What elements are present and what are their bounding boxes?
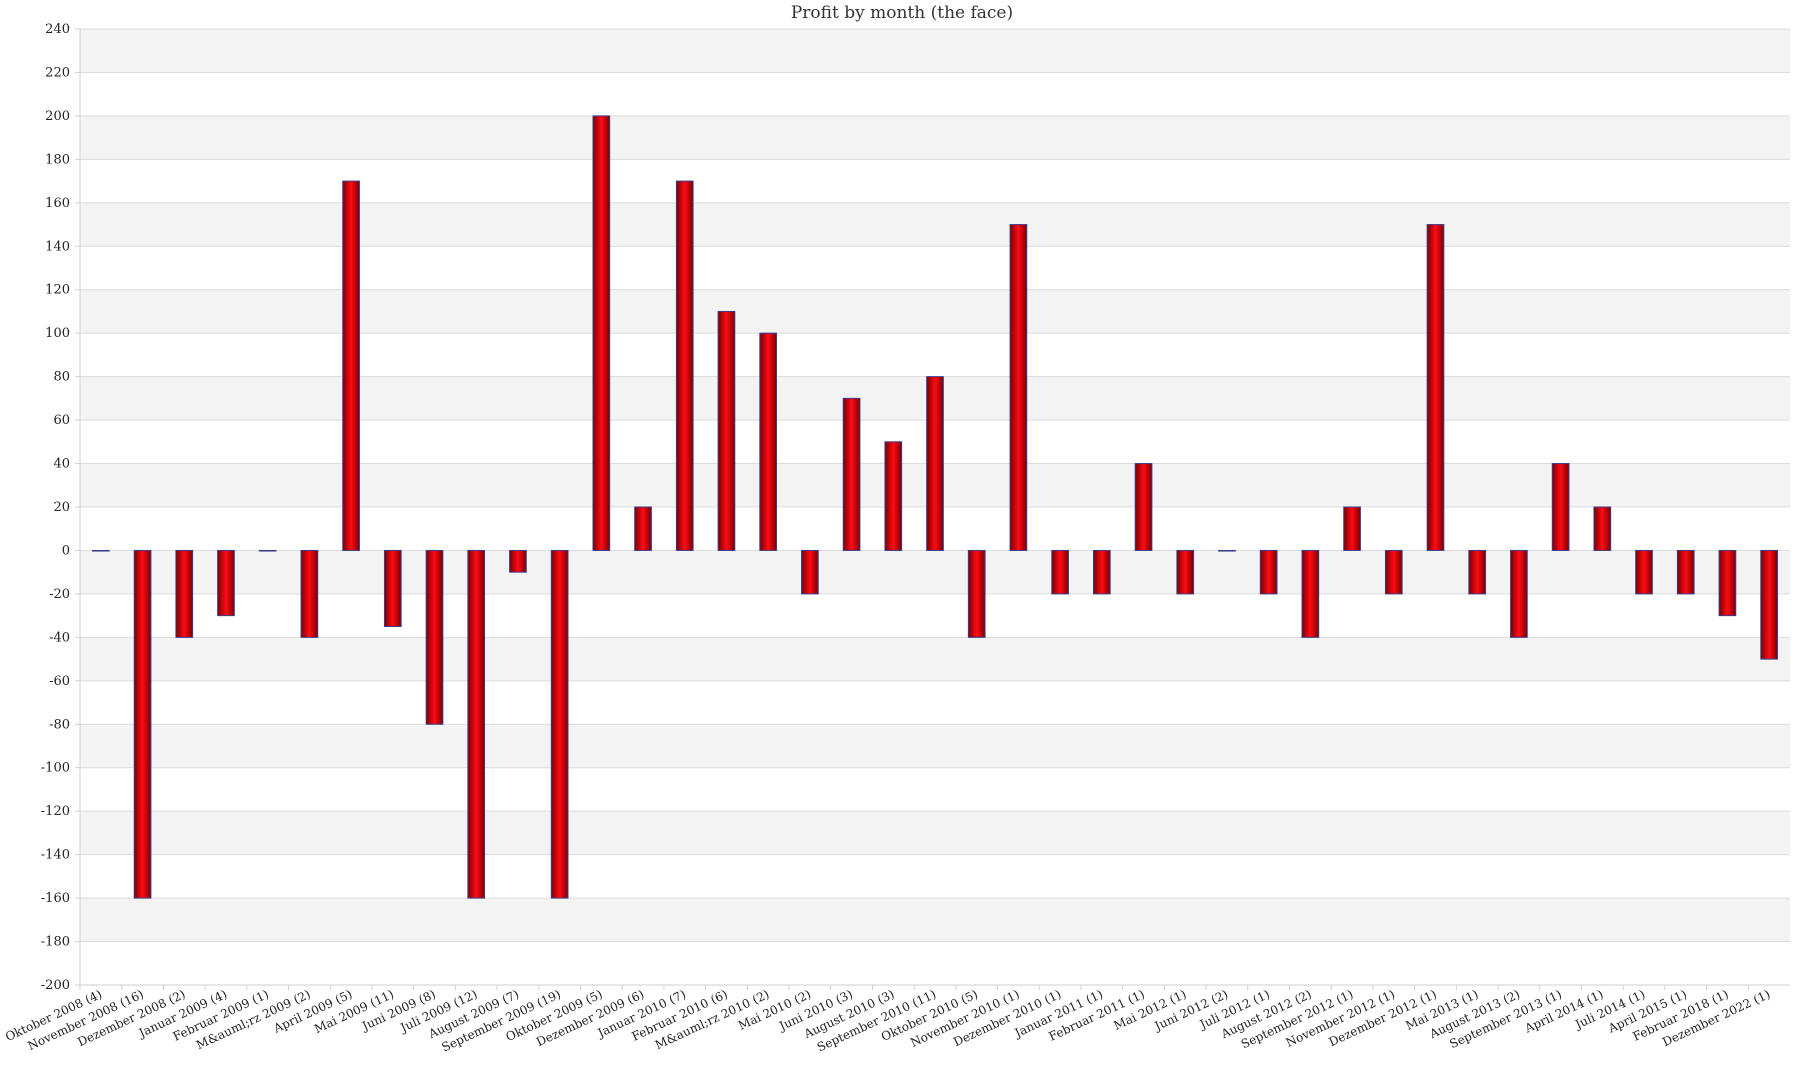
y-tick-label: 40 [53,457,70,472]
bar [801,549,819,595]
bar [92,549,110,552]
plot-band [80,202,1790,247]
plot-band [80,289,1790,334]
bar [1134,463,1153,551]
plot-band [80,898,1790,942]
bar [1176,549,1195,595]
y-tick-label: 60 [53,413,70,428]
x-axis: Oktober 2008 (4)November 2008 (16)Dezemb… [3,984,1790,1055]
y-tick-label: 180 [45,152,70,167]
bar [759,332,778,551]
chart-title: Profit by month (the face) [791,3,1013,23]
y-tick-label: -120 [41,804,70,819]
bar [1384,549,1403,595]
bar [550,549,569,899]
y-tick-label: 140 [45,239,70,254]
bar [1092,549,1111,595]
bar [1510,549,1528,638]
y-tick-label: -20 [49,587,70,602]
bar [842,397,861,551]
bar [342,180,360,551]
plot-band [80,724,1790,768]
y-tick-label: 20 [53,500,70,515]
bar [1676,549,1695,595]
bar [1718,549,1737,617]
bar [1593,506,1612,551]
bar [926,376,944,551]
y-tick-label: 160 [45,196,70,211]
bar [1635,549,1653,595]
plot-band [80,115,1790,160]
bar [717,310,736,551]
y-tick-label: -80 [49,717,70,732]
bar [967,549,986,638]
bar [592,115,611,551]
bar [1468,549,1487,595]
y-tick-label: -140 [41,848,70,863]
y-axis: 240220200180160140120100806040200-20-40-… [41,22,81,993]
y-tick-label: -40 [49,630,70,645]
plot-band [80,637,1790,681]
y-tick-label: 200 [45,109,70,124]
y-tick-label: 240 [45,22,70,37]
bar [300,549,319,638]
bar [1009,224,1028,551]
gridlines [80,28,1790,986]
bar [133,549,152,899]
y-tick-label: 0 [62,543,70,558]
bar [1551,463,1570,551]
y-tick-label: 120 [45,283,70,298]
bar [1301,549,1320,638]
bar [425,549,444,725]
plot-band [80,550,1790,594]
bar [509,549,527,573]
y-tick-label: -200 [41,978,70,993]
bar [1218,549,1236,552]
bar [675,180,694,551]
bar [217,549,235,617]
plot-band [80,811,1790,855]
y-tick-label: -60 [49,674,70,689]
bar [1343,506,1361,551]
y-tick-label: 80 [53,370,70,385]
bar [467,549,486,899]
bar [258,549,277,552]
y-tick-label: -100 [41,761,70,776]
bars [92,115,1778,899]
plot-band [80,29,1790,73]
y-tick-label: 100 [45,326,70,341]
bar [175,549,194,638]
bar [1051,549,1069,595]
bar [383,549,402,628]
bar [1259,549,1278,595]
y-tick-label: -160 [41,891,70,906]
bar [1426,224,1445,551]
bar [884,441,903,551]
y-tick-label: -180 [41,935,70,950]
bar [634,506,652,551]
bar [1760,549,1778,660]
y-tick-label: 220 [45,65,70,80]
